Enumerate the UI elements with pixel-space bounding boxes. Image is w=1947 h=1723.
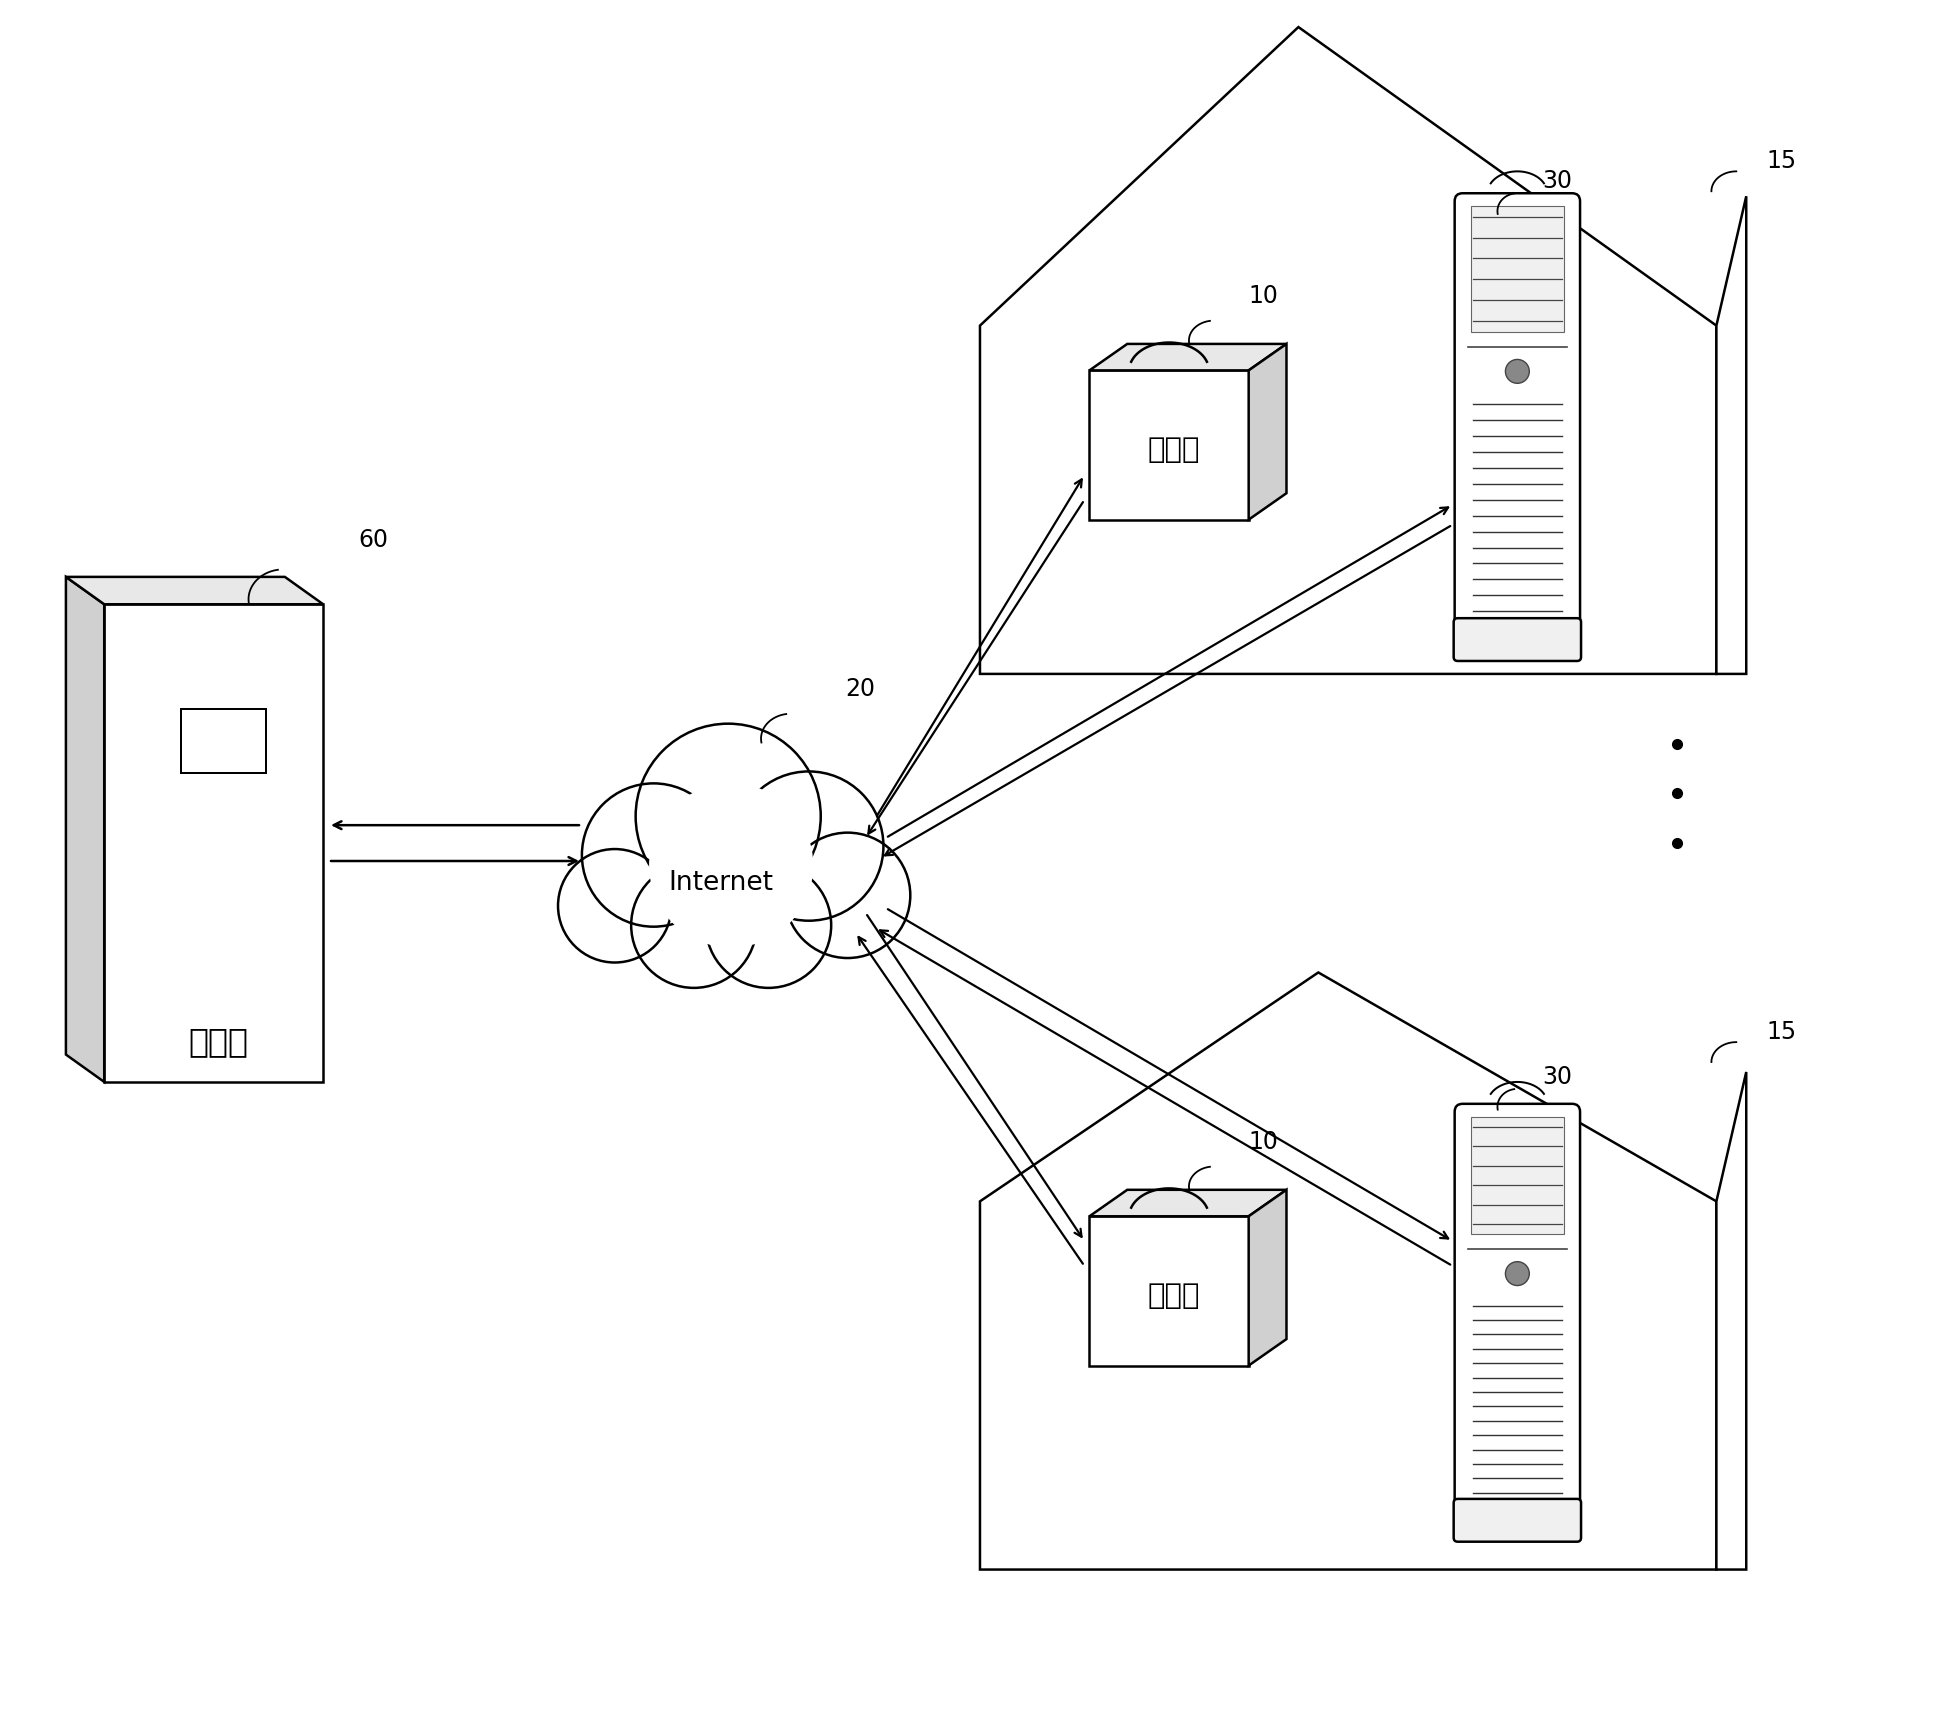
Polygon shape — [1090, 345, 1287, 370]
Text: 15: 15 — [1766, 150, 1797, 174]
Text: 电力表: 电力表 — [1149, 1282, 1199, 1309]
Text: 服务器: 服务器 — [189, 1025, 249, 1058]
Circle shape — [734, 772, 884, 920]
Circle shape — [648, 784, 814, 948]
Polygon shape — [1248, 345, 1287, 520]
Circle shape — [582, 784, 724, 927]
Text: 10: 10 — [1248, 1130, 1279, 1154]
FancyBboxPatch shape — [1454, 619, 1581, 662]
Text: 15: 15 — [1766, 1020, 1797, 1044]
FancyBboxPatch shape — [1454, 193, 1581, 656]
Circle shape — [631, 863, 757, 987]
Polygon shape — [1717, 1072, 1746, 1570]
Bar — [1090, 1216, 1248, 1366]
Polygon shape — [66, 577, 105, 1082]
Circle shape — [1505, 1261, 1528, 1285]
Bar — [1090, 370, 1248, 520]
FancyBboxPatch shape — [1454, 1499, 1581, 1542]
Text: 20: 20 — [845, 677, 876, 701]
Text: Internet: Internet — [668, 870, 773, 896]
Bar — [105, 605, 323, 1082]
Polygon shape — [1248, 1191, 1287, 1366]
Circle shape — [559, 849, 672, 963]
Bar — [181, 708, 267, 774]
Circle shape — [1505, 360, 1528, 383]
Bar — [1470, 1117, 1563, 1234]
Circle shape — [635, 724, 822, 908]
Text: 电力表: 电力表 — [1149, 436, 1199, 463]
Bar — [1470, 207, 1563, 331]
Text: 30: 30 — [1542, 169, 1573, 193]
Text: 60: 60 — [358, 527, 387, 551]
Circle shape — [707, 863, 831, 987]
Circle shape — [785, 832, 911, 958]
Polygon shape — [1090, 1191, 1287, 1216]
Polygon shape — [979, 28, 1717, 674]
FancyBboxPatch shape — [1454, 1104, 1581, 1537]
Polygon shape — [979, 972, 1717, 1570]
Polygon shape — [1717, 196, 1746, 674]
Text: 30: 30 — [1542, 1065, 1573, 1089]
Text: 10: 10 — [1248, 284, 1279, 308]
Polygon shape — [66, 577, 323, 605]
